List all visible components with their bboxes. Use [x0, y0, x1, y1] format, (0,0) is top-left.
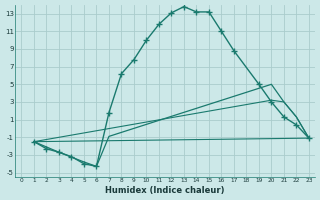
X-axis label: Humidex (Indice chaleur): Humidex (Indice chaleur): [106, 186, 225, 195]
